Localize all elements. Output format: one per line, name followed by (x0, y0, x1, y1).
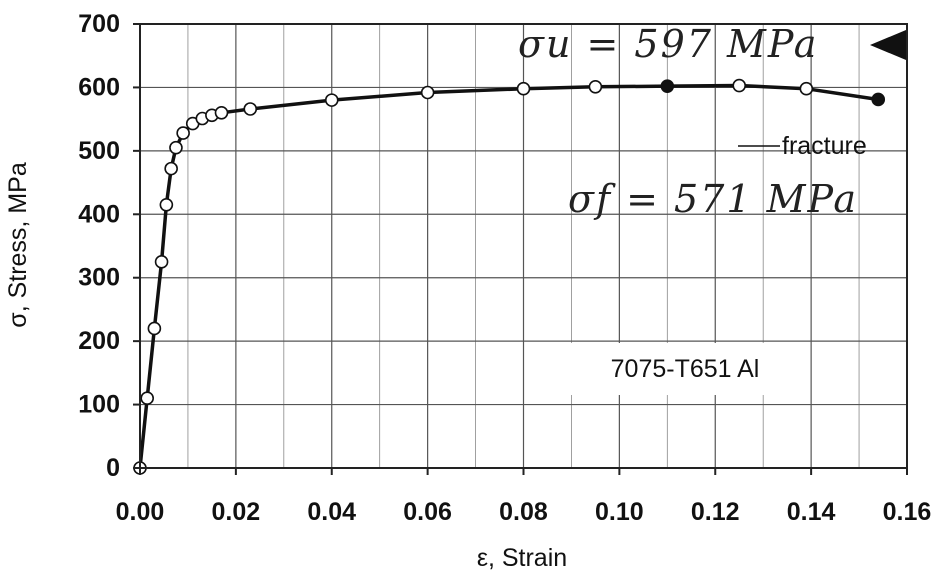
data-point (154, 255, 169, 269)
ultimate-strength-annotation: σu = 597 MPa (518, 22, 818, 66)
x-axis-label: ε, Strain (477, 544, 567, 572)
y-tick-label: 300 (78, 264, 120, 292)
tick-labels: 0.00 0.02 0.04 0.06 0.08 0.10 0.12 0.14 0.16 0 100… (78, 10, 931, 526)
y-tick-label: 500 (78, 137, 120, 165)
data-point (732, 78, 747, 93)
material-label: 7075-T651 Al (611, 355, 760, 383)
data-point (799, 81, 814, 96)
y-tick-label: 200 (78, 327, 120, 355)
data-point (420, 85, 435, 100)
data-point (176, 126, 190, 140)
fracture-label: fracture (782, 132, 867, 160)
fracture-stress-annotation: σf = 571 MPa (568, 177, 858, 221)
y-tick-label: 700 (78, 10, 120, 38)
x-tick-label: 0.08 (499, 498, 548, 526)
y-tick-label: 600 (78, 73, 120, 101)
data-point (324, 93, 339, 107)
x-tick-label: 0.00 (116, 498, 165, 526)
arrow-marker-icon (870, 30, 906, 60)
data-point (169, 140, 183, 155)
x-tick-label: 0.12 (691, 498, 740, 526)
data-point-filled (871, 92, 886, 107)
data-point (140, 391, 154, 406)
data-point (214, 106, 229, 120)
y-tick-label: 100 (78, 391, 120, 419)
material-label-box (565, 343, 805, 395)
y-tick-label: 0 (106, 454, 120, 482)
annotations: fracture 7075-T651 Al σu = 597 MPa σf = … (518, 22, 906, 395)
data-point (159, 197, 174, 212)
x-tick-label: 0.14 (787, 498, 836, 526)
x-tick-label: 0.16 (883, 498, 932, 526)
series-line (138, 83, 879, 469)
data-series (133, 78, 886, 475)
data-point (164, 161, 178, 176)
data-point (588, 79, 603, 94)
axes-frame (133, 23, 908, 475)
y-tick-label: 400 (78, 200, 120, 228)
data-point-filled (660, 79, 675, 93)
x-tick-label: 0.10 (595, 498, 644, 526)
data-point (147, 321, 162, 336)
data-point (243, 102, 258, 116)
y-axis-label: σ, Stress, MPa (4, 162, 32, 328)
x-tick-label: 0.02 (212, 498, 261, 526)
x-tick-label: 0.06 (403, 498, 452, 526)
x-tick-label: 0.04 (307, 498, 356, 526)
data-point (516, 81, 531, 96)
